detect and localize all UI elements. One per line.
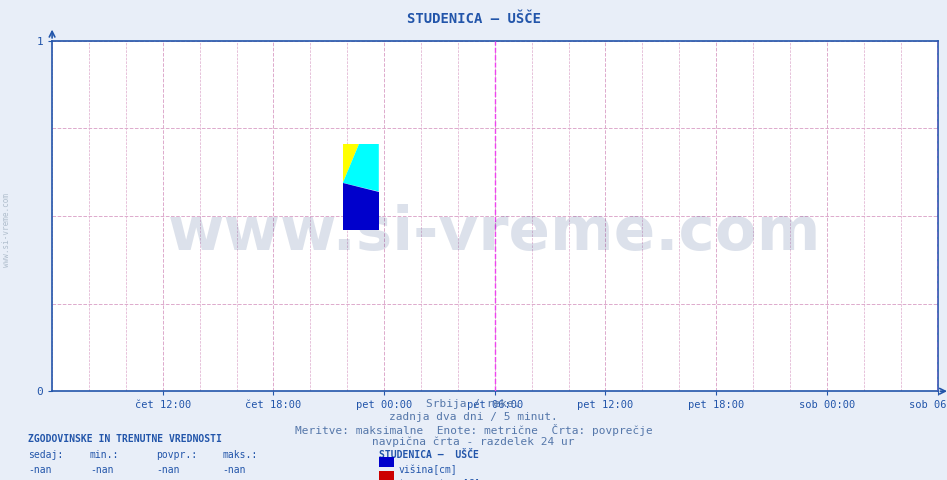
- Polygon shape: [343, 144, 379, 192]
- Text: zadnja dva dni / 5 minut.: zadnja dva dni / 5 minut.: [389, 412, 558, 422]
- Text: povpr.:: povpr.:: [156, 450, 197, 460]
- Text: višina[cm]: višina[cm]: [399, 465, 457, 475]
- Text: -nan: -nan: [156, 479, 180, 480]
- Text: -nan: -nan: [90, 479, 114, 480]
- Text: Meritve: maksimalne  Enote: metrične  Črta: povprečje: Meritve: maksimalne Enote: metrične Črta…: [295, 424, 652, 436]
- Text: temperatura[C]: temperatura[C]: [399, 479, 481, 480]
- Text: maks.:: maks.:: [223, 450, 258, 460]
- Text: navpična črta - razdelek 24 ur: navpična črta - razdelek 24 ur: [372, 437, 575, 447]
- Text: -nan: -nan: [223, 479, 246, 480]
- Text: -nan: -nan: [223, 465, 246, 475]
- Text: -nan: -nan: [156, 465, 180, 475]
- Text: STUDENICA – UŠČE: STUDENICA – UŠČE: [406, 12, 541, 26]
- Text: www.si-vreme.com: www.si-vreme.com: [168, 204, 822, 263]
- Text: ZGODOVINSKE IN TRENUTNE VREDNOSTI: ZGODOVINSKE IN TRENUTNE VREDNOSTI: [28, 434, 223, 444]
- Text: -nan: -nan: [90, 465, 114, 475]
- Text: -nan: -nan: [28, 479, 52, 480]
- Text: Srbija / reke.: Srbija / reke.: [426, 399, 521, 409]
- Text: sedaj:: sedaj:: [28, 450, 63, 460]
- Text: -nan: -nan: [28, 465, 52, 475]
- Polygon shape: [343, 183, 379, 230]
- Polygon shape: [343, 144, 359, 183]
- Text: min.:: min.:: [90, 450, 119, 460]
- Text: STUDENICA –  UŠČE: STUDENICA – UŠČE: [379, 450, 478, 460]
- Text: www.si-vreme.com: www.si-vreme.com: [2, 193, 11, 267]
